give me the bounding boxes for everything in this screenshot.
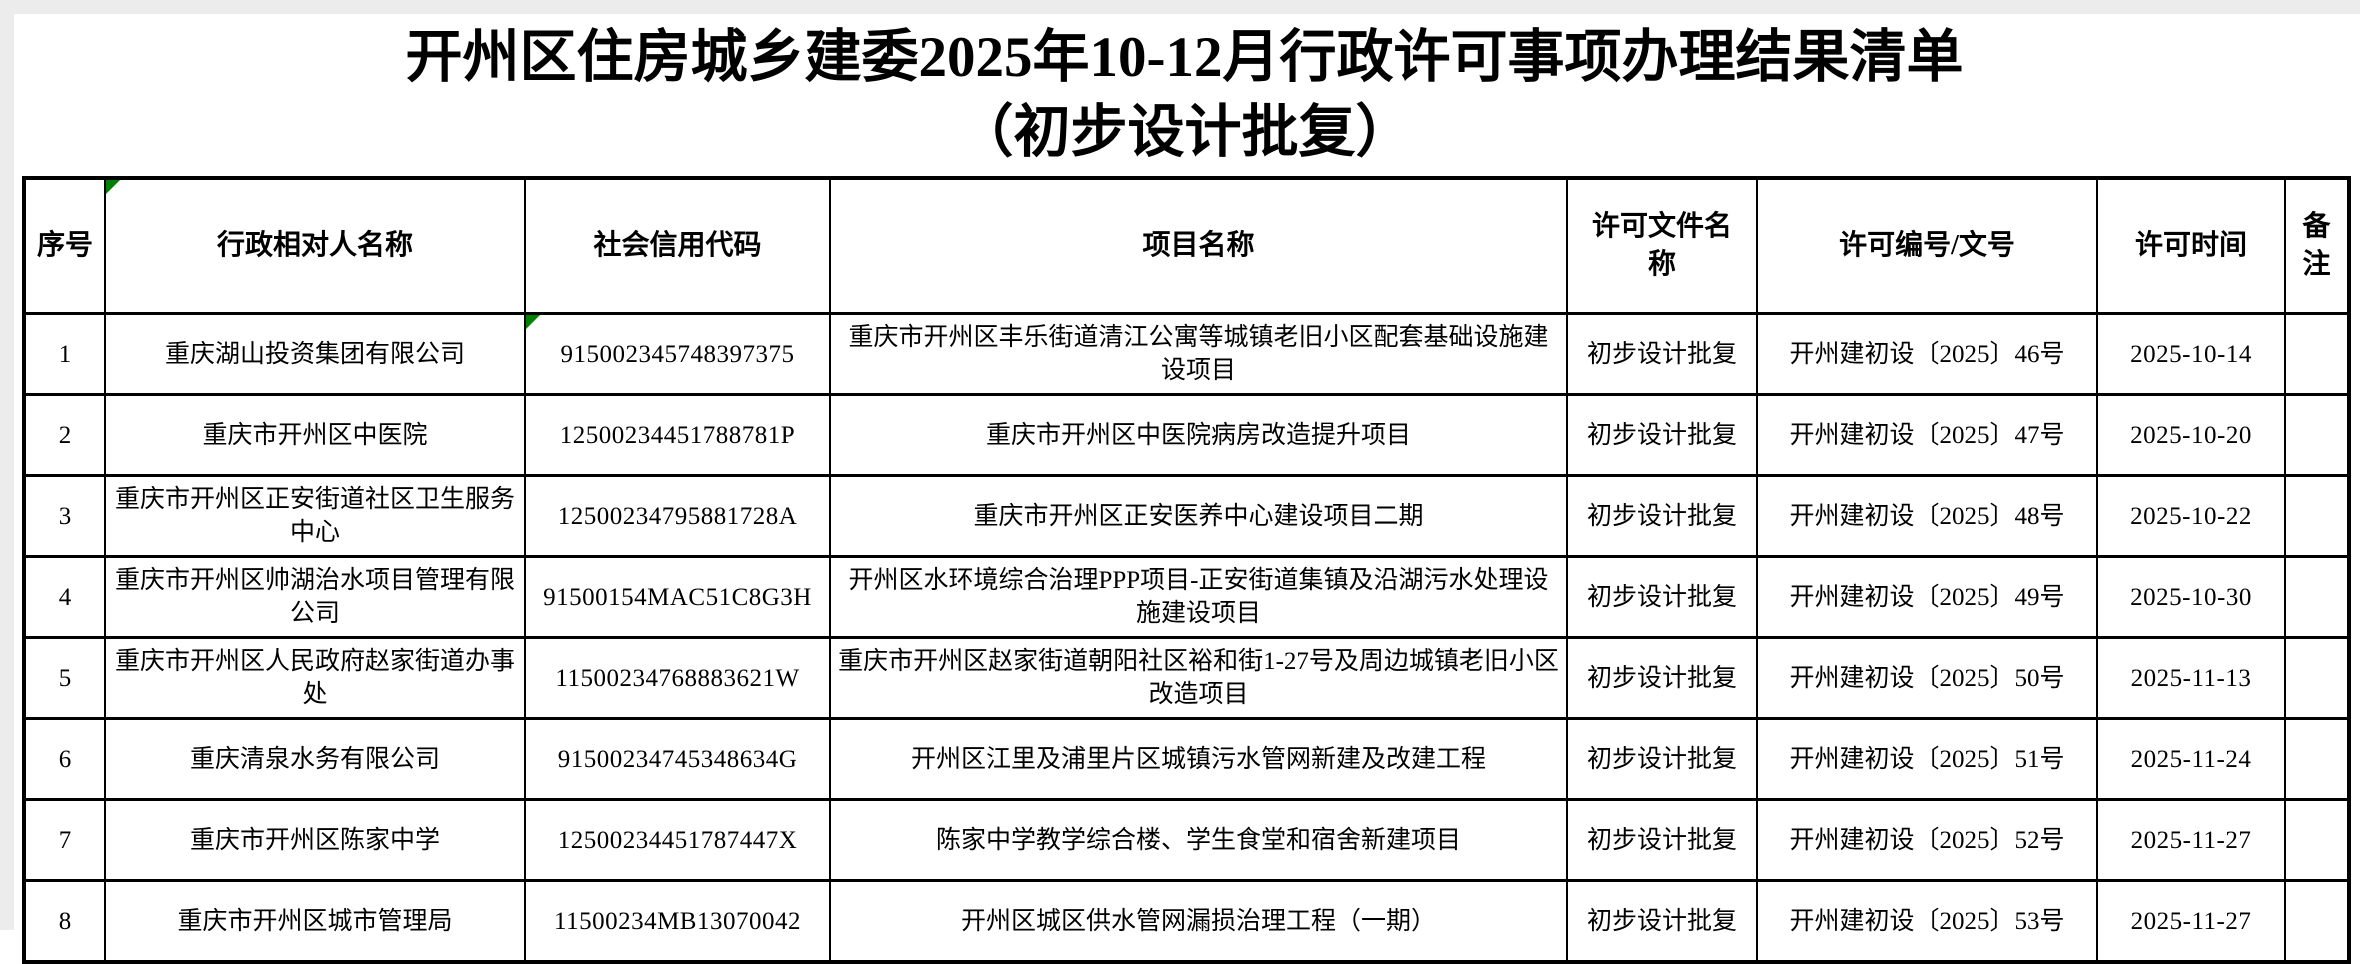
cell-name: 重庆市开州区人民政府赵家街道办事处 bbox=[104, 636, 526, 720]
document-sheet: 开州区住房城乡建委2025年10-12月行政许可事项办理结果清单 （初步设计批复… bbox=[22, 14, 2351, 964]
table-row: 5 重庆市开州区人民政府赵家街道办事处 11500234768883621W 重庆市开… bbox=[23, 636, 2350, 720]
cell-project: 开州区城区供水管网漏损治理工程（一期） bbox=[829, 879, 1568, 964]
cell-date: 2025-11-24 bbox=[2096, 717, 2286, 801]
cell-remark bbox=[2284, 393, 2350, 477]
cell-remark bbox=[2284, 879, 2350, 964]
cell-license_no: 开州建初设〔2025〕51号 bbox=[1756, 717, 2098, 801]
cell-credit_code: 11500234768883621W bbox=[524, 636, 831, 720]
table-body: 1 重庆湖山投资集团有限公司 915002345748397375 重庆市开州区丰乐街… bbox=[23, 312, 2350, 964]
cell-project: 重庆市开州区赵家街道朝阳社区裕和街1-27号及周边城镇老旧小区改造项目 bbox=[829, 636, 1568, 720]
table-header-row: 序号 行政相对人名称 社会信用代码 项目名称 许可文件名称 许可编号/文号 许可时间 备注 bbox=[23, 176, 2350, 315]
cell-flag-icon bbox=[527, 316, 540, 329]
cell-date: 2025-11-13 bbox=[2096, 636, 2286, 720]
col-header-label: 社会信用代码 bbox=[593, 230, 762, 262]
table-row: 4 重庆市开州区帅湖治水项目管理有限公司 91500154MAC51C8G3H 开州区… bbox=[23, 555, 2350, 639]
table-row: 3 重庆市开州区正安街道社区卫生服务中心 12500234795881728A 重庆市… bbox=[23, 474, 2350, 558]
cell-name: 重庆湖山投资集团有限公司 bbox=[104, 312, 526, 396]
col-header-label: 备注 bbox=[2302, 211, 2331, 280]
cell-name: 重庆市开州区正安街道社区卫生服务中心 bbox=[104, 474, 526, 558]
cell-license_no: 开州建初设〔2025〕46号 bbox=[1756, 312, 2098, 396]
cell-remark bbox=[2284, 636, 2350, 720]
cell-credit_code: 11500234MB13070042 bbox=[524, 879, 831, 964]
cell-name: 重庆市开州区城市管理局 bbox=[104, 879, 526, 964]
cell-credit_code: 91500154MAC51C8G3H bbox=[524, 555, 831, 639]
cell-date: 2025-10-14 bbox=[2096, 312, 2286, 396]
col-header-credit_code: 社会信用代码 bbox=[524, 176, 831, 315]
cell-index: 2 bbox=[23, 393, 106, 477]
cell-doc_name: 初步设计批复 bbox=[1566, 474, 1758, 558]
cell-flag-icon bbox=[107, 180, 120, 194]
col-header-license_no: 许可编号/文号 bbox=[1756, 176, 2098, 315]
cell-date: 2025-10-22 bbox=[2096, 474, 2286, 558]
cell-index: 1 bbox=[23, 312, 106, 396]
cell-remark bbox=[2284, 555, 2350, 639]
cell-date: 2025-11-27 bbox=[2096, 879, 2286, 964]
cell-project: 开州区江里及浦里片区城镇污水管网新建及改建工程 bbox=[829, 717, 1568, 801]
cell-credit_code: 91500234745348634G bbox=[524, 717, 831, 801]
cell-license_no: 开州建初设〔2025〕48号 bbox=[1756, 474, 2098, 558]
document-title-line2: （初步设计批复） bbox=[956, 101, 1413, 164]
table-row: 1 重庆湖山投资集团有限公司 915002345748397375 重庆市开州区丰乐街… bbox=[23, 312, 2350, 396]
cell-doc_name: 初步设计批复 bbox=[1566, 312, 1758, 396]
cell-doc_name: 初步设计批复 bbox=[1566, 393, 1758, 477]
col-header-remark: 备注 bbox=[2284, 176, 2350, 315]
col-header-date: 许可时间 bbox=[2096, 176, 2286, 315]
page-margin-left bbox=[0, 0, 14, 930]
cell-doc_name: 初步设计批复 bbox=[1566, 717, 1758, 801]
cell-project: 重庆市开州区正安医养中心建设项目二期 bbox=[829, 474, 1568, 558]
col-header-doc_name: 许可文件名称 bbox=[1566, 176, 1758, 315]
table-row: 2 重庆市开州区中医院 12500234451788781P 重庆市开州区中医院病房改… bbox=[23, 393, 2350, 477]
cell-index: 3 bbox=[23, 474, 106, 558]
col-header-label: 序号 bbox=[36, 230, 93, 262]
table-row: 8 重庆市开州区城市管理局 11500234MB13070042 开州区城区供水管网漏… bbox=[23, 879, 2350, 964]
cell-license_no: 开州建初设〔2025〕52号 bbox=[1756, 798, 2098, 882]
cell-credit_code: 915002345748397375 bbox=[524, 312, 831, 396]
cell-credit_code: 12500234451787447X bbox=[524, 798, 831, 882]
cell-project: 重庆市开州区丰乐街道清江公寓等城镇老旧小区配套基础设施建设项目 bbox=[829, 312, 1568, 396]
col-header-index: 序号 bbox=[23, 176, 106, 315]
cell-remark bbox=[2284, 312, 2350, 396]
cell-doc_name: 初步设计批复 bbox=[1566, 798, 1758, 882]
cell-project: 开州区水环境综合治理PPP项目-正安街道集镇及沿湖污水处理设施建设项目 bbox=[829, 555, 1568, 639]
page-margin-top bbox=[0, 0, 2360, 14]
cell-doc_name: 初步设计批复 bbox=[1566, 555, 1758, 639]
cell-credit_code: 12500234795881728A bbox=[524, 474, 831, 558]
cell-doc_name: 初步设计批复 bbox=[1566, 879, 1758, 964]
cell-doc_name: 初步设计批复 bbox=[1566, 636, 1758, 720]
cell-date: 2025-11-27 bbox=[2096, 798, 2286, 882]
cell-license_no: 开州建初设〔2025〕47号 bbox=[1756, 393, 2098, 477]
cell-index: 6 bbox=[23, 717, 106, 801]
col-header-project: 项目名称 bbox=[829, 176, 1568, 315]
col-header-label: 许可编号/文号 bbox=[1839, 230, 2015, 262]
document-title-line1: 开州区住房城乡建委2025年10-12月行政许可事项办理结果清单 bbox=[405, 26, 1964, 89]
col-header-label: 项目名称 bbox=[1142, 230, 1255, 262]
cell-credit_code: 12500234451788781P bbox=[524, 393, 831, 477]
cell-name: 重庆市开州区帅湖治水项目管理有限公司 bbox=[104, 555, 526, 639]
cell-remark bbox=[2284, 717, 2350, 801]
cell-remark bbox=[2284, 798, 2350, 882]
col-header-label: 许可时间 bbox=[2134, 230, 2247, 262]
cell-name: 重庆市开州区陈家中学 bbox=[104, 798, 526, 882]
cell-date: 2025-10-30 bbox=[2096, 555, 2286, 639]
cell-project: 重庆市开州区中医院病房改造提升项目 bbox=[829, 393, 1568, 477]
cell-index: 8 bbox=[23, 879, 106, 964]
cell-license_no: 开州建初设〔2025〕50号 bbox=[1756, 636, 2098, 720]
cell-index: 7 bbox=[23, 798, 106, 882]
cell-remark bbox=[2284, 474, 2350, 558]
table-row: 7 重庆市开州区陈家中学 12500234451787447X 陈家中学教学综合楼、学… bbox=[23, 798, 2350, 882]
cell-index: 4 bbox=[23, 555, 106, 639]
col-header-name: 行政相对人名称 bbox=[104, 176, 526, 315]
cell-name: 重庆市开州区中医院 bbox=[104, 393, 526, 477]
col-header-label: 许可文件名称 bbox=[1591, 211, 1732, 280]
cell-license_no: 开州建初设〔2025〕49号 bbox=[1756, 555, 2098, 639]
license-results-table: 序号 行政相对人名称 社会信用代码 项目名称 许可文件名称 许可编号/文号 许可时间 备注 1… bbox=[22, 176, 2351, 964]
table-row: 6 重庆清泉水务有限公司 91500234745348634G 开州区江里及浦里片区城… bbox=[23, 717, 2350, 801]
cell-date: 2025-10-20 bbox=[2096, 393, 2286, 477]
cell-project: 陈家中学教学综合楼、学生食堂和宿舍新建项目 bbox=[829, 798, 1568, 882]
cell-license_no: 开州建初设〔2025〕53号 bbox=[1756, 879, 2098, 964]
cell-index: 5 bbox=[23, 636, 106, 720]
cell-name: 重庆清泉水务有限公司 bbox=[104, 717, 526, 801]
document-title: 开州区住房城乡建委2025年10-12月行政许可事项办理结果清单 （初步设计批复… bbox=[22, 14, 2347, 170]
col-header-label: 行政相对人名称 bbox=[216, 230, 413, 262]
